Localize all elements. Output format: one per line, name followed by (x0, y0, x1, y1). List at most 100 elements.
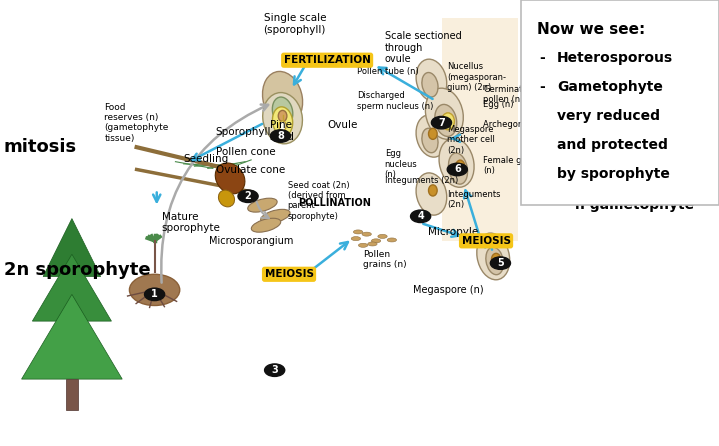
Text: Pollen tube (n): Pollen tube (n) (357, 67, 419, 76)
Text: Gametophyte: Gametophyte (557, 80, 663, 94)
Ellipse shape (262, 71, 303, 125)
Ellipse shape (416, 115, 446, 157)
Ellipse shape (426, 88, 463, 139)
Circle shape (238, 190, 258, 202)
Ellipse shape (129, 274, 180, 306)
Text: Archegonium (n): Archegonium (n) (483, 120, 554, 129)
Ellipse shape (367, 242, 377, 246)
Polygon shape (32, 254, 111, 321)
Text: Discharged
sperm nucleus (n): Discharged sperm nucleus (n) (357, 91, 434, 111)
Text: Sporophyll: Sporophyll (216, 127, 271, 137)
Ellipse shape (358, 244, 367, 247)
Ellipse shape (215, 163, 245, 194)
Ellipse shape (351, 236, 360, 241)
Circle shape (431, 116, 452, 129)
Text: FERTILIZATION: FERTILIZATION (284, 55, 370, 65)
Ellipse shape (354, 230, 362, 234)
Text: MEIOSIS: MEIOSIS (462, 236, 510, 246)
Ellipse shape (262, 93, 303, 144)
Text: Integuments
(2n): Integuments (2n) (447, 190, 500, 209)
Ellipse shape (456, 160, 464, 173)
Ellipse shape (491, 253, 500, 266)
Ellipse shape (435, 104, 457, 136)
Text: Pollen cone: Pollen cone (216, 147, 275, 157)
Text: 7: 7 (438, 118, 445, 128)
Ellipse shape (273, 97, 293, 126)
Text: and protected: and protected (557, 138, 668, 152)
Text: Egg (n): Egg (n) (483, 100, 513, 109)
Text: very reduced: very reduced (557, 109, 660, 123)
Text: Ovulate cone: Ovulate cone (216, 165, 285, 175)
Ellipse shape (441, 113, 454, 130)
Text: POLLINATION: POLLINATION (298, 198, 371, 208)
Polygon shape (22, 294, 122, 379)
Polygon shape (66, 379, 78, 410)
Text: Microsporangium: Microsporangium (209, 236, 293, 246)
Ellipse shape (371, 239, 381, 243)
Ellipse shape (422, 128, 438, 153)
Text: Ovule: Ovule (327, 120, 357, 130)
Text: 2n sporophyte: 2n sporophyte (4, 261, 150, 279)
Ellipse shape (362, 232, 371, 236)
Text: Single scale
(sporophyll): Single scale (sporophyll) (264, 13, 326, 35)
Ellipse shape (219, 190, 234, 207)
Text: 4: 4 (417, 211, 424, 221)
Ellipse shape (477, 233, 510, 280)
Bar (442, 18, 518, 241)
Text: Egg
nucleus
(n): Egg nucleus (n) (385, 149, 418, 179)
Text: Micropyle: Micropyle (428, 227, 478, 237)
Circle shape (447, 163, 467, 176)
Text: mitosis: mitosis (4, 138, 77, 156)
Ellipse shape (449, 153, 467, 184)
Text: Heterosporous: Heterosporous (557, 51, 674, 65)
Text: mitosis: mitosis (597, 163, 653, 177)
Text: Scale sectioned
through
ovule: Scale sectioned through ovule (385, 31, 462, 64)
Text: Mature
sporophyte: Mature sporophyte (162, 212, 221, 233)
Ellipse shape (252, 218, 280, 232)
Ellipse shape (248, 198, 277, 212)
Text: Nucellus
(megasporan-
gium) (2n): Nucellus (megasporan- gium) (2n) (447, 62, 506, 92)
Text: -: - (539, 51, 545, 65)
Text: Pine
seed: Pine seed (270, 120, 295, 142)
Polygon shape (43, 219, 101, 277)
Ellipse shape (279, 121, 286, 131)
Text: Germinating
pollen (n): Germinating pollen (n) (483, 85, 536, 104)
Text: 3: 3 (271, 365, 278, 375)
Text: Seed coat (2n)
(derived from
parent
sporophyte): Seed coat (2n) (derived from parent spor… (288, 181, 349, 221)
Circle shape (265, 364, 285, 376)
Text: 2: 2 (244, 191, 252, 201)
Ellipse shape (416, 173, 446, 215)
Circle shape (411, 210, 431, 223)
Text: by sporophyte: by sporophyte (557, 167, 670, 181)
Ellipse shape (439, 138, 474, 187)
Ellipse shape (429, 185, 437, 196)
Text: Integuments (2n): Integuments (2n) (385, 176, 458, 185)
Text: 1: 1 (151, 289, 158, 299)
Ellipse shape (261, 209, 290, 223)
Ellipse shape (278, 110, 287, 121)
Text: Now we see:: Now we see: (537, 22, 646, 37)
Circle shape (490, 257, 510, 269)
Text: Megaspore (n): Megaspore (n) (413, 285, 484, 295)
Circle shape (270, 130, 290, 142)
Text: n gametophyte: n gametophyte (575, 198, 695, 212)
FancyBboxPatch shape (521, 0, 719, 205)
Text: MEIOSIS: MEIOSIS (265, 269, 313, 279)
Text: 5: 5 (497, 258, 504, 268)
Ellipse shape (273, 107, 293, 136)
Text: Seedling: Seedling (183, 154, 229, 164)
Ellipse shape (429, 128, 437, 139)
Ellipse shape (378, 235, 387, 239)
Text: Pollen
grains (n): Pollen grains (n) (363, 250, 407, 269)
Text: Female gametophyte
(n): Female gametophyte (n) (483, 156, 573, 175)
Text: 8: 8 (277, 131, 284, 141)
Circle shape (145, 288, 165, 301)
Text: Megaspore
mother cell
(2n): Megaspore mother cell (2n) (447, 125, 495, 155)
Ellipse shape (486, 247, 503, 275)
Text: Food
reserves (n)
(gametophyte
tissue): Food reserves (n) (gametophyte tissue) (104, 103, 169, 143)
Text: -: - (539, 80, 545, 94)
Ellipse shape (422, 73, 438, 97)
Text: 6: 6 (454, 165, 461, 174)
Ellipse shape (416, 59, 446, 101)
Ellipse shape (387, 238, 397, 242)
